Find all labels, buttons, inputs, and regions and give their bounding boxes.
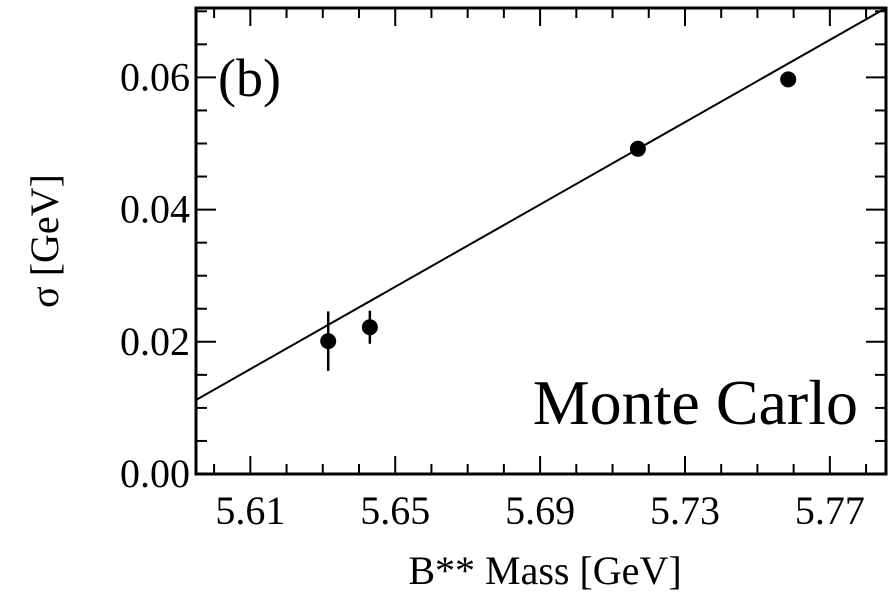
x-tick-label: 5.69 <box>505 488 575 533</box>
fit-line <box>195 7 887 401</box>
data-point <box>361 319 378 336</box>
data-points <box>320 71 797 371</box>
data-point <box>780 71 797 88</box>
x-axis-title: B** Mass [GeV] <box>408 548 681 593</box>
y-tick-label: 0.04 <box>120 187 190 232</box>
y-tick-label: 0.00 <box>120 451 190 496</box>
tick-labels: 5.61 5.65 5.69 5.73 5.77 0.00 0.02 0.04 0.06 <box>120 54 865 533</box>
x-tick-label: 5.77 <box>795 488 865 533</box>
data-point <box>629 140 646 157</box>
fit-line-group <box>195 7 887 401</box>
x-tick-label: 5.73 <box>650 488 720 533</box>
y-tick-label: 0.02 <box>120 319 190 364</box>
x-tick-label: 5.65 <box>360 488 430 533</box>
y-axis-title: σ [GeV] <box>22 174 67 308</box>
axis-ticks <box>196 8 886 475</box>
panel-label: (b) <box>218 48 281 108</box>
x-tick-label: 5.61 <box>215 488 285 533</box>
data-point <box>320 333 337 350</box>
y-tick-label: 0.06 <box>120 54 190 99</box>
annotation-monte-carlo: Monte Carlo <box>533 367 858 438</box>
